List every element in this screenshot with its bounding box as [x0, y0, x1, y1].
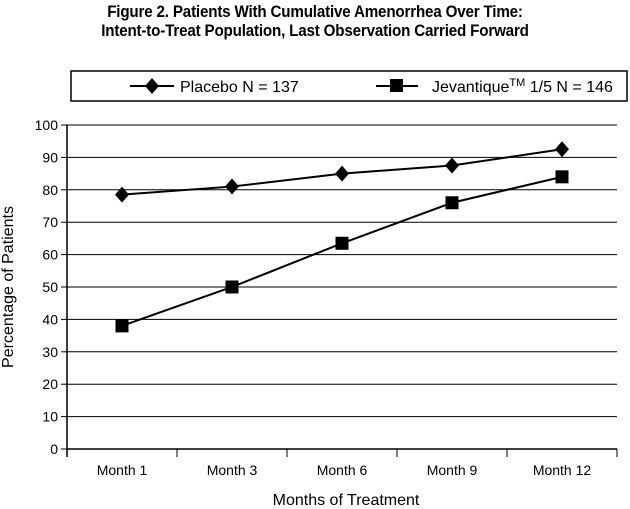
legend-label-jevantique-trademark: TM: [509, 77, 525, 89]
jevantique-point-3: [335, 236, 349, 250]
series-markers: [115, 141, 569, 333]
y-tick-label-80: 80: [42, 182, 58, 198]
legend-square-marker: [390, 79, 403, 92]
legend-label-placebo: Placebo N = 137: [180, 79, 299, 96]
y-tick-label-30: 30: [42, 344, 58, 360]
legend-label-jevantique-dose: 1/5 N = 146: [525, 79, 613, 96]
x-axis-label: Months of Treatment: [273, 492, 420, 509]
x-tick-label-2: Month 3: [207, 462, 258, 478]
gridlines: [67, 124, 617, 418]
x-tick-label-3: Month 6: [317, 462, 368, 478]
chart-title-line-1: Figure 2. Patients With Cumulative Ameno…: [107, 3, 523, 21]
y-tick-label-10: 10: [42, 409, 58, 425]
jevantique-point-2: [225, 280, 239, 294]
jevantique-point-4: [445, 196, 459, 210]
placebo-point-4: [445, 157, 459, 174]
y-tick-labels: 0 10 20 30 40 50 60 70 80 90 100: [35, 117, 59, 457]
y-tick-label-100: 100: [35, 117, 59, 133]
y-tick-label-60: 60: [42, 247, 58, 263]
jevantique-point-5: [555, 170, 569, 184]
x-tick-labels: Month 1 Month 3 Month 6 Month 9 Month 12: [97, 462, 592, 478]
legend-diamond-marker: [145, 78, 159, 94]
y-axis-label: Percentage of Patients: [0, 206, 17, 368]
series-line-square: [121, 175, 563, 327]
legend-label-jevantique-name: Jevantique: [432, 79, 509, 96]
chart-title-line-2: Intent-to-Treat Population, Last Observa…: [101, 22, 529, 40]
jevantique-point-1: [115, 319, 129, 333]
y-tick-label-40: 40: [42, 311, 58, 327]
x-tick-label-1: Month 1: [97, 462, 148, 478]
placebo-point-2: [225, 178, 239, 195]
y-tick-label-0: 0: [50, 441, 58, 457]
axes: [61, 124, 618, 457]
legend-box: [70, 70, 628, 102]
y-tick-label-70: 70: [42, 214, 58, 230]
y-tick-label-20: 20: [42, 376, 58, 392]
placebo-point-3: [335, 165, 349, 182]
y-tick-label-50: 50: [42, 279, 58, 295]
x-tick-label-4: Month 9: [427, 462, 478, 478]
x-tick-label-5: Month 12: [533, 462, 592, 478]
legend: Placebo N = 137 JevantiqueTM 1/5 N = 146: [70, 70, 628, 102]
y-tick-label-90: 90: [42, 149, 58, 165]
placebo-point-1: [115, 186, 129, 203]
placebo-point-5: [555, 141, 569, 158]
legend-label-jevantique: JevantiqueTM 1/5 N = 146: [432, 77, 613, 96]
